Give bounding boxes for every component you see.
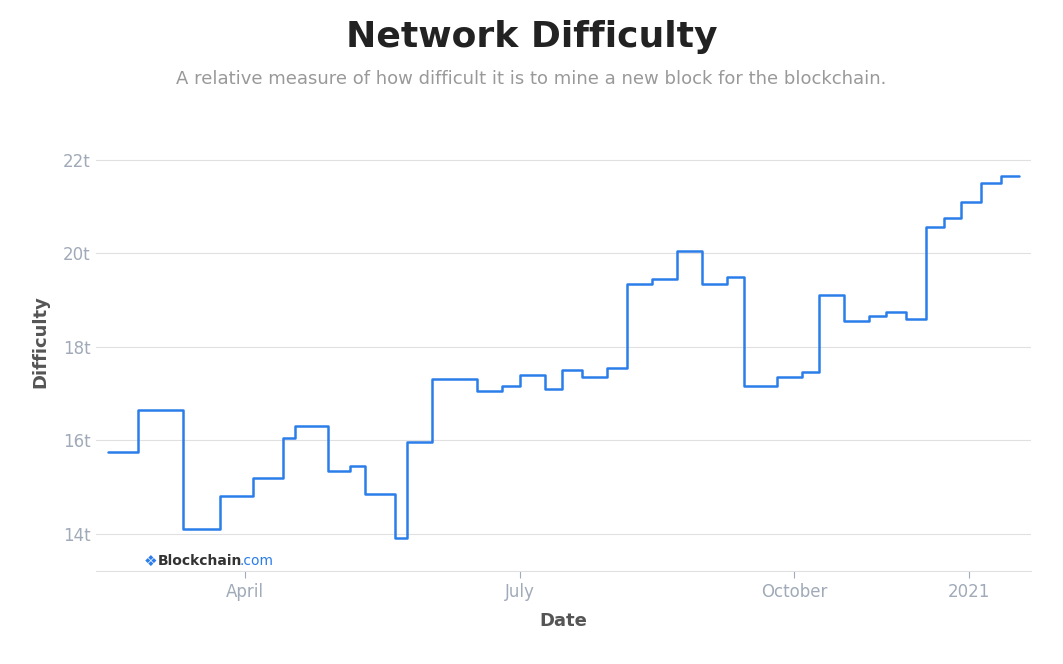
X-axis label: Date: Date xyxy=(539,612,588,630)
Text: .com: .com xyxy=(239,554,273,568)
Text: A relative measure of how difficult it is to mine a new block for the blockchain: A relative measure of how difficult it i… xyxy=(176,70,887,88)
Text: Network Difficulty: Network Difficulty xyxy=(345,20,718,54)
Text: ❖: ❖ xyxy=(144,554,157,568)
Text: Blockchain: Blockchain xyxy=(157,554,241,568)
Y-axis label: Difficulty: Difficulty xyxy=(31,295,49,388)
